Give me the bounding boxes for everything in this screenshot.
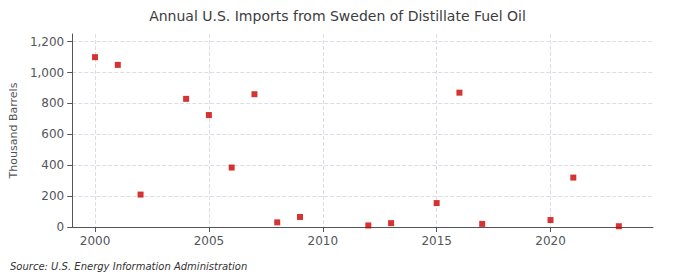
svg-text:2020: 2020: [535, 234, 566, 248]
svg-text:800: 800: [41, 96, 64, 110]
svg-text:Annual U.S. Imports from Swede: Annual U.S. Imports from Sweden of Disti…: [149, 8, 526, 24]
svg-text:Source: U.S. Energy Informatio: Source: U.S. Energy Information Administ…: [10, 261, 247, 272]
svg-text:1,000: 1,000: [30, 66, 64, 80]
svg-text:2005: 2005: [194, 234, 225, 248]
svg-text:400: 400: [41, 158, 64, 172]
svg-text:Thousand Barrels: Thousand Barrels: [7, 82, 20, 179]
svg-text:0: 0: [57, 220, 65, 234]
svg-text:2000: 2000: [80, 234, 111, 248]
svg-text:2015: 2015: [421, 234, 452, 248]
svg-text:1,200: 1,200: [30, 35, 64, 49]
svg-text:200: 200: [41, 189, 64, 203]
svg-text:2010: 2010: [307, 234, 338, 248]
svg-text:600: 600: [41, 127, 64, 141]
